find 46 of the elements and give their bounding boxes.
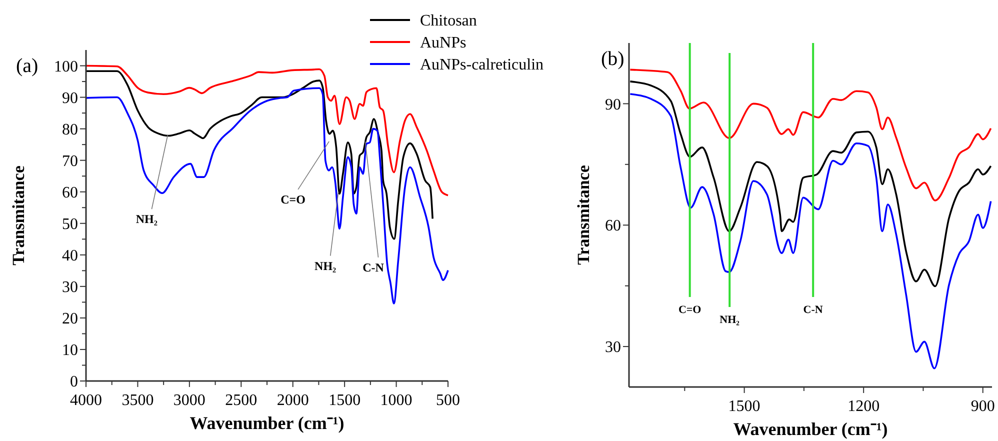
line-series — [85, 87, 449, 304]
chart-title: (a) — [16, 55, 38, 77]
y-tick-label: 20 — [62, 310, 78, 328]
ref-line-label: C-N — [803, 304, 823, 316]
annotation: C-N — [362, 260, 384, 274]
x-tick-label: 2000 — [276, 392, 309, 409]
legend-label: AuNPs — [420, 34, 466, 52]
annotation: NH₂ — [136, 212, 158, 226]
x-axis-title: Wavenumber (cm⁻¹) — [733, 419, 888, 439]
y-tick-label: 30 — [605, 339, 621, 356]
x-tick-label: 1500 — [328, 392, 361, 409]
ref-line-label: C=O — [678, 304, 702, 316]
x-tick-label: 4000 — [70, 392, 102, 409]
y-tick-label: 90 — [605, 96, 621, 114]
legend-label: Chitosan — [420, 12, 477, 30]
x-tick-label: 3500 — [122, 392, 154, 409]
legend-label: AuNPs-calreticulin — [420, 56, 544, 74]
x-axis-title: Wavenumber (cm⁻¹) — [190, 413, 344, 433]
annotation: NH₂ — [314, 258, 337, 273]
x-tick-label: 900 — [970, 398, 995, 415]
line-series — [629, 93, 992, 370]
y-tick-label: 70 — [62, 152, 78, 170]
y-tick-label: 100 — [54, 58, 78, 76]
line-series — [629, 68, 992, 202]
y-tick-label: 60 — [605, 218, 621, 235]
y-tick-label: 90 — [62, 90, 78, 107]
x-tick-label: 1200 — [848, 398, 880, 415]
y-axis-title: Transmitance — [9, 165, 28, 266]
x-tick-label: 500 — [436, 392, 460, 409]
x-tick-label: 2500 — [225, 392, 258, 409]
y-tick-label: 40 — [62, 248, 78, 265]
chart-title: (b) — [601, 48, 624, 70]
y-tick-label: 30 — [62, 279, 78, 296]
y-axis-title: Transmitance — [574, 164, 593, 265]
ref-line-label: NH₂ — [720, 314, 740, 326]
y-tick-label: 50 — [62, 216, 78, 233]
line-series — [85, 70, 434, 240]
annotation: C=O — [280, 192, 306, 206]
x-tick-label: 1500 — [728, 398, 760, 415]
line-series — [629, 80, 992, 288]
y-tick-label: 60 — [62, 184, 78, 202]
y-tick-label: 0 — [70, 374, 78, 391]
y-tick-label: 80 — [62, 121, 78, 138]
x-tick-label: 3000 — [173, 392, 206, 409]
x-tick-label: 1000 — [380, 392, 412, 409]
y-tick-label: 10 — [62, 342, 78, 360]
